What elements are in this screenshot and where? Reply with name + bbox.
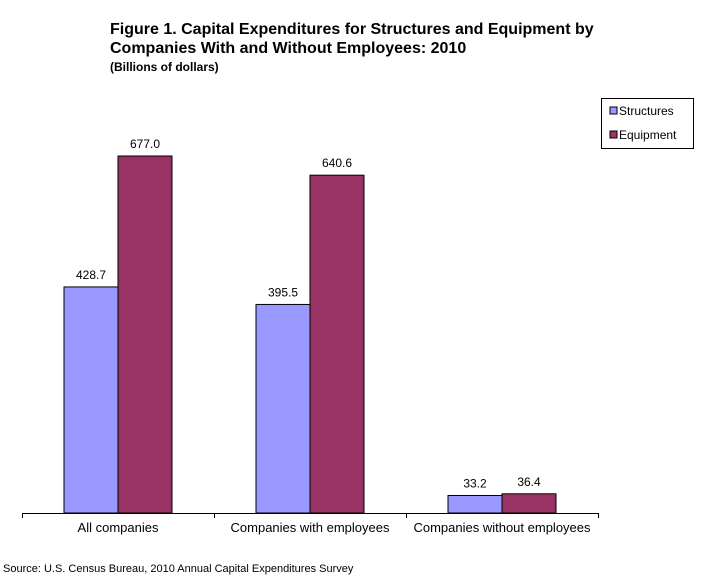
data-label-equipment-3: 36.4 [517,475,541,489]
bar-equipment-1 [117,155,173,514]
data-label-structures-3: 33.2 [463,476,487,490]
data-label-equipment-2: 640.6 [322,156,352,170]
legend: Structures Equipment [601,98,694,149]
chart-subtitle: (Billions of dollars) [110,60,219,74]
bar-structures-1 [63,286,119,514]
legend-swatch-structures [609,106,618,115]
x-tick-label-3: Companies without employees [413,520,591,535]
bar-structures-3 [447,494,503,514]
legend-label-structures: Structures [619,104,674,118]
data-labels-layer: 428.7 395.5 33.2 677.0 640.6 36.4 [76,137,541,490]
data-label-structures-2: 395.5 [268,285,298,299]
bar-equipment-3 [501,493,557,514]
x-axis: All companies Companies with employees Com… [22,513,599,535]
chart-title: Figure 1. Capital Expenditures for Struc… [110,21,594,57]
source-note: Source: U.S. Census Bureau, 2010 Annual … [3,563,354,575]
legend-swatch-equipment [609,130,618,139]
bars-layer [63,155,557,514]
legend-label-equipment: Equipment [619,128,677,142]
bar-equipment-2 [309,174,365,514]
x-tick-label-1: All companies [78,520,159,535]
data-label-structures-1: 428.7 [76,268,106,282]
x-tick-label-2: Companies with employees [231,520,390,535]
data-label-equipment-1: 677.0 [130,137,160,151]
bar-structures-2 [255,303,311,514]
